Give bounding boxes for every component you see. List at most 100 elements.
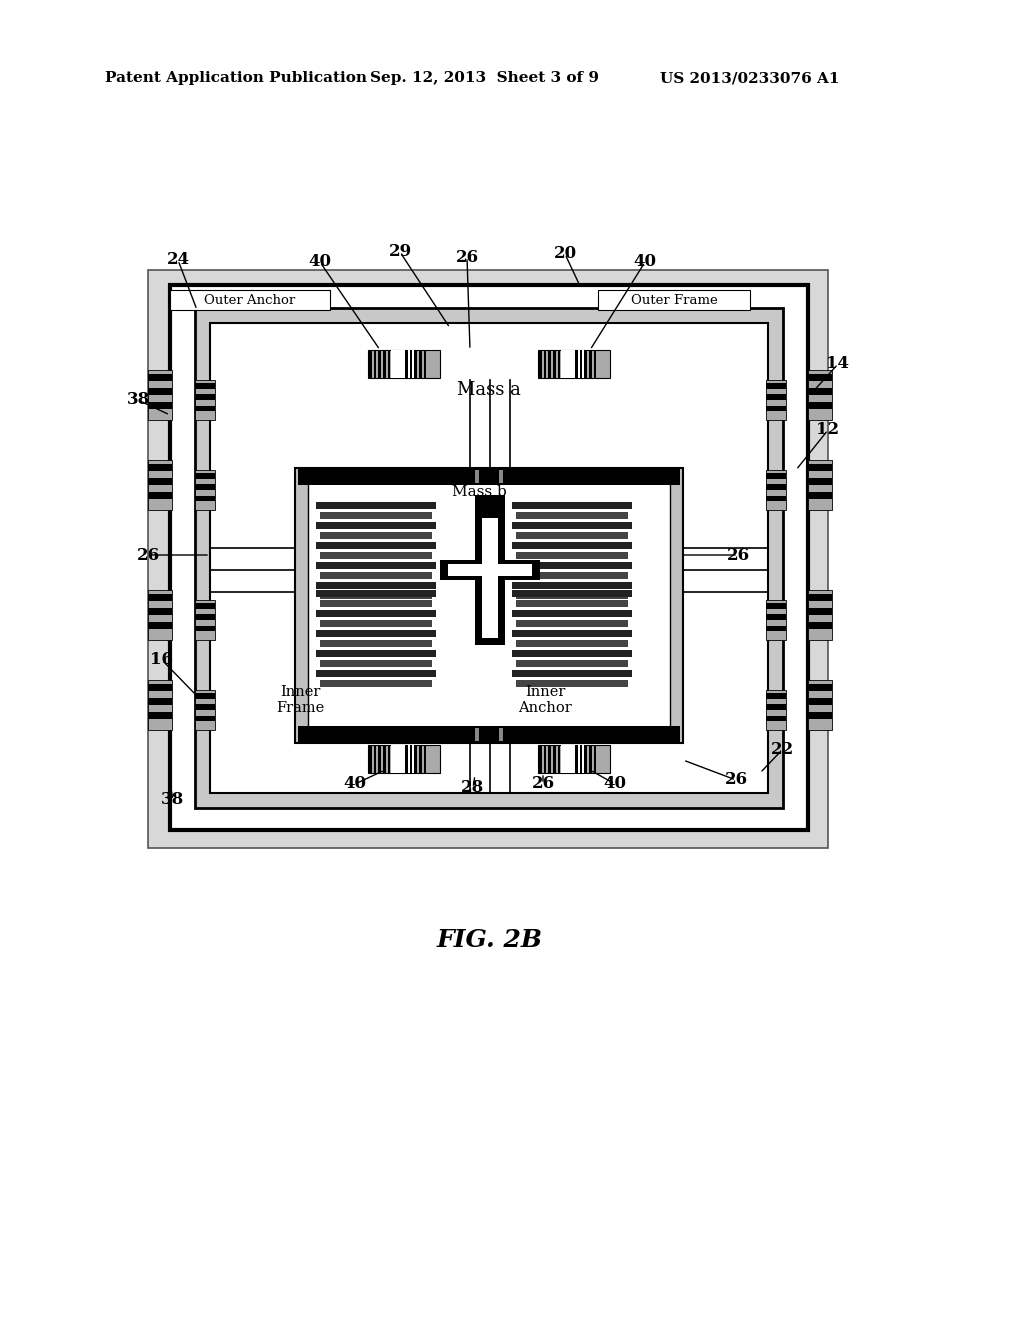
Bar bbox=[808, 403, 831, 409]
Bar bbox=[319, 660, 432, 667]
Bar bbox=[195, 601, 215, 640]
Bar bbox=[808, 370, 831, 420]
Text: 29: 29 bbox=[388, 243, 412, 260]
Bar bbox=[406, 744, 408, 774]
Bar bbox=[388, 744, 390, 774]
Bar bbox=[415, 350, 417, 378]
Bar bbox=[319, 601, 432, 607]
Bar bbox=[148, 370, 172, 420]
Bar bbox=[589, 744, 592, 774]
Bar bbox=[148, 374, 172, 380]
Bar bbox=[499, 470, 503, 483]
Bar bbox=[549, 744, 551, 774]
Bar bbox=[512, 590, 632, 597]
Bar bbox=[766, 715, 786, 722]
Text: 28: 28 bbox=[462, 780, 484, 796]
Text: 40: 40 bbox=[603, 776, 627, 792]
Bar bbox=[808, 698, 831, 705]
Bar bbox=[558, 744, 560, 774]
Bar bbox=[316, 630, 436, 638]
Bar bbox=[512, 562, 632, 569]
Bar bbox=[512, 543, 632, 549]
Bar bbox=[575, 744, 578, 774]
Bar bbox=[516, 532, 628, 539]
Bar bbox=[594, 350, 596, 378]
Bar bbox=[148, 388, 172, 395]
Bar bbox=[148, 622, 172, 630]
Bar bbox=[808, 459, 831, 510]
Bar bbox=[295, 469, 683, 743]
Text: 26: 26 bbox=[724, 771, 748, 788]
Bar bbox=[808, 478, 831, 484]
Text: US 2013/0233076 A1: US 2013/0233076 A1 bbox=[660, 71, 840, 84]
Text: Mass b: Mass b bbox=[452, 484, 507, 499]
Bar bbox=[539, 744, 542, 774]
Bar bbox=[406, 350, 408, 378]
Text: 24: 24 bbox=[167, 252, 189, 268]
Bar bbox=[539, 350, 542, 378]
Bar bbox=[808, 684, 831, 690]
Bar bbox=[580, 350, 583, 378]
Bar bbox=[808, 463, 831, 471]
Bar bbox=[808, 374, 831, 380]
Bar bbox=[391, 744, 417, 774]
Bar bbox=[808, 492, 831, 499]
Text: 26: 26 bbox=[531, 776, 555, 792]
Bar bbox=[558, 350, 560, 378]
Text: Inner
Anchor: Inner Anchor bbox=[518, 685, 571, 715]
Text: FIG. 2B: FIG. 2B bbox=[437, 928, 543, 952]
Bar bbox=[512, 630, 632, 638]
Bar bbox=[589, 350, 592, 378]
Bar bbox=[195, 715, 215, 722]
Bar bbox=[516, 591, 628, 599]
Bar bbox=[148, 590, 172, 640]
Bar bbox=[808, 607, 831, 615]
Bar bbox=[766, 690, 786, 730]
Bar bbox=[148, 271, 828, 847]
Bar bbox=[316, 610, 436, 616]
Bar bbox=[766, 614, 786, 620]
Bar bbox=[808, 590, 831, 640]
Bar bbox=[766, 473, 786, 479]
Text: 26: 26 bbox=[456, 248, 478, 265]
Text: 26: 26 bbox=[726, 546, 750, 564]
Bar bbox=[148, 684, 172, 690]
Bar bbox=[195, 383, 215, 388]
Bar bbox=[319, 512, 432, 519]
Bar bbox=[195, 705, 215, 710]
Bar bbox=[766, 395, 786, 400]
Bar bbox=[374, 350, 377, 378]
Bar bbox=[808, 622, 831, 630]
Bar bbox=[553, 350, 556, 378]
Bar bbox=[516, 512, 628, 519]
Bar bbox=[594, 744, 596, 774]
Bar bbox=[210, 323, 768, 793]
Bar bbox=[512, 582, 632, 589]
Bar bbox=[549, 350, 551, 378]
Bar bbox=[316, 521, 436, 529]
Bar bbox=[195, 603, 215, 609]
Bar bbox=[766, 693, 786, 698]
Bar bbox=[516, 680, 628, 686]
Bar bbox=[368, 744, 440, 774]
Bar bbox=[766, 705, 786, 710]
Bar bbox=[316, 502, 436, 510]
Bar bbox=[148, 607, 172, 615]
Text: 40: 40 bbox=[343, 776, 367, 792]
Bar bbox=[195, 690, 215, 730]
Bar bbox=[369, 350, 372, 378]
Bar bbox=[319, 640, 432, 647]
Bar bbox=[195, 380, 215, 420]
Bar bbox=[766, 383, 786, 388]
Bar bbox=[766, 380, 786, 420]
Bar bbox=[598, 290, 750, 310]
Text: 38: 38 bbox=[162, 792, 184, 808]
Bar bbox=[516, 552, 628, 558]
Bar bbox=[482, 517, 498, 638]
Bar bbox=[298, 726, 680, 743]
Bar bbox=[538, 350, 610, 378]
Bar bbox=[808, 388, 831, 395]
Text: 40: 40 bbox=[634, 253, 656, 271]
Bar bbox=[766, 484, 786, 490]
Bar bbox=[195, 693, 215, 698]
